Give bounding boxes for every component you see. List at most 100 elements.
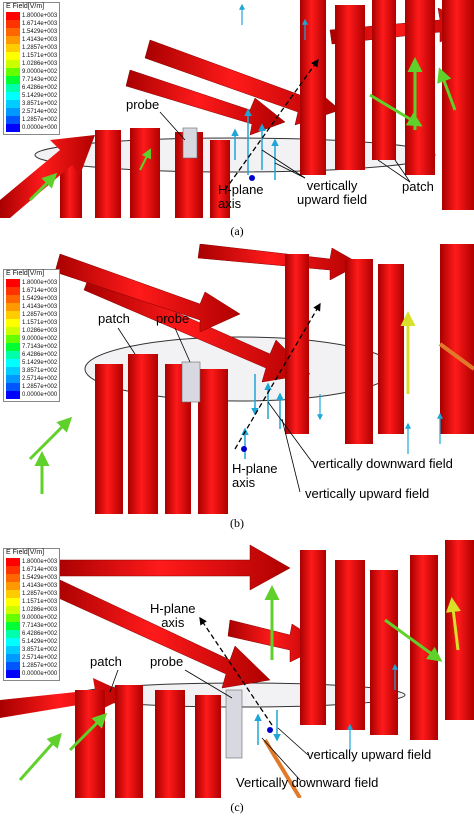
h-plane-axis-line — [224, 58, 319, 191]
legend-swatch — [6, 311, 20, 319]
callout-line — [274, 162, 306, 179]
legend-swatch — [6, 351, 20, 359]
field-column — [195, 695, 221, 798]
field-arrow-small — [18, 732, 62, 781]
legend-value: 1.1571e+003 — [22, 320, 58, 326]
legend-value: 6.4286e+002 — [22, 85, 58, 91]
legend-title: E Field[V/m] — [6, 270, 45, 277]
legend-swatch — [6, 108, 20, 116]
legend-value: 7.7143e+002 — [22, 77, 58, 83]
field-plot-c — [0, 540, 474, 798]
field-plot-a — [0, 0, 474, 218]
legend-swatch — [6, 574, 20, 582]
legend-swatch — [6, 630, 20, 638]
field-column — [335, 560, 365, 730]
field-arrow-small — [68, 712, 108, 752]
callout-line — [377, 159, 411, 183]
label-patch: patch — [90, 654, 122, 669]
probe-cylinder — [181, 361, 201, 403]
field-column — [130, 128, 160, 218]
legend-values: 1.8000e+003 1.6714e+003 1.5429e+003 1.4143e… — [22, 279, 57, 399]
field-arrow — [197, 244, 361, 281]
legend-value: 3.8571e+002 — [22, 101, 58, 107]
legend-value: 1.8000e+003 — [22, 280, 58, 286]
legend-swatch — [6, 76, 20, 84]
legend-value: 1.2857e+002 — [22, 117, 58, 123]
legend-swatch — [6, 116, 20, 124]
probe-cylinder — [182, 127, 198, 159]
legend-value: 1.5429e+003 — [22, 29, 58, 35]
legend-swatch — [6, 654, 20, 662]
legend-value: 0.0000e+000 — [22, 125, 58, 131]
callout-line — [261, 737, 301, 781]
legend-swatch — [6, 303, 20, 311]
label-hplane-line1: H-plane — [232, 461, 278, 476]
label-patch: patch — [402, 179, 434, 194]
legend-swatch — [6, 582, 20, 590]
label-hplane-line2: axis — [161, 615, 185, 630]
legend-swatch — [6, 622, 20, 630]
legend-swatch — [6, 335, 20, 343]
field-column — [345, 259, 373, 444]
panel-a: E Field[V/m] 1.8000e+003 1.6714e+003 1.542… — [0, 0, 474, 240]
legend-swatch — [6, 295, 20, 303]
field-plot-b — [28, 244, 474, 514]
field-column — [378, 264, 404, 434]
legend-value: 6.4286e+002 — [22, 631, 58, 637]
legend-swatch — [6, 68, 20, 76]
label-hplane-line1: H-plane — [150, 601, 196, 616]
legend-value: 1.5429e+003 — [22, 575, 58, 581]
legend-value: 2.5714e+002 — [22, 376, 58, 382]
label-vertically-upward: vertically upward field — [297, 179, 367, 207]
field-arrow-small — [28, 416, 73, 461]
legend-swatch — [6, 12, 20, 20]
field-arrow — [54, 253, 241, 333]
field-origin-dot — [267, 727, 273, 733]
callout-line — [174, 327, 191, 363]
field-column — [445, 540, 474, 720]
label-hplane: H-plane axis — [150, 602, 196, 630]
legend-value: 7.7143e+002 — [22, 344, 58, 350]
legend-values: 1.8000e+003 1.6714e+003 1.5429e+003 1.4143e… — [22, 12, 57, 132]
legend-swatch — [6, 359, 20, 367]
legend-values: 1.8000e+003 1.6714e+003 1.5429e+003 1.4143e… — [22, 558, 57, 678]
legend-value: 2.5714e+002 — [22, 655, 58, 661]
field-column — [405, 0, 435, 175]
caption-c: (c) — [230, 800, 244, 814]
callout-line — [394, 159, 411, 183]
field-column — [442, 0, 474, 210]
legend-swatch — [6, 367, 20, 375]
label-upward-line1: vertically — [306, 178, 358, 193]
legend-value: 1.8000e+003 — [22, 559, 58, 565]
field-column — [440, 244, 474, 434]
legend-color-bar — [6, 558, 20, 678]
label-hplane: H-plane axis — [232, 462, 278, 490]
legend-swatch — [6, 590, 20, 598]
label-hplane-line1: H-plane — [218, 182, 264, 197]
legend-value: 1.6714e+003 — [22, 288, 58, 294]
callout-line — [277, 727, 309, 756]
legend-title: E Field[V/m] — [6, 3, 45, 10]
field-column — [128, 354, 158, 514]
legend-swatch — [6, 662, 20, 670]
label-hplane-line2: axis — [218, 196, 242, 211]
legend-value: 1.1571e+003 — [22, 53, 58, 59]
callout-line — [281, 418, 301, 493]
legend-swatch — [6, 327, 20, 335]
legend-value: 0.0000e+000 — [22, 671, 58, 677]
field-arrow-small — [28, 172, 58, 202]
legend-value: 1.2857e+003 — [22, 312, 58, 318]
field-arrow-small — [438, 342, 474, 371]
callout-line — [261, 149, 306, 179]
label-probe: probe — [150, 654, 184, 669]
legend-value: 1.4143e+003 — [22, 304, 58, 310]
callout-line — [109, 669, 119, 693]
legend-swatch — [6, 124, 20, 132]
legend-value: 7.7143e+002 — [22, 623, 58, 629]
legend-swatch — [6, 100, 20, 108]
legend-swatch — [6, 287, 20, 295]
label-vertically-upward: vertically upward field — [307, 747, 432, 762]
legend-swatch — [6, 44, 20, 52]
label-vertically-downward: vertically downward field — [312, 456, 453, 471]
legend-color-bar — [6, 12, 20, 132]
